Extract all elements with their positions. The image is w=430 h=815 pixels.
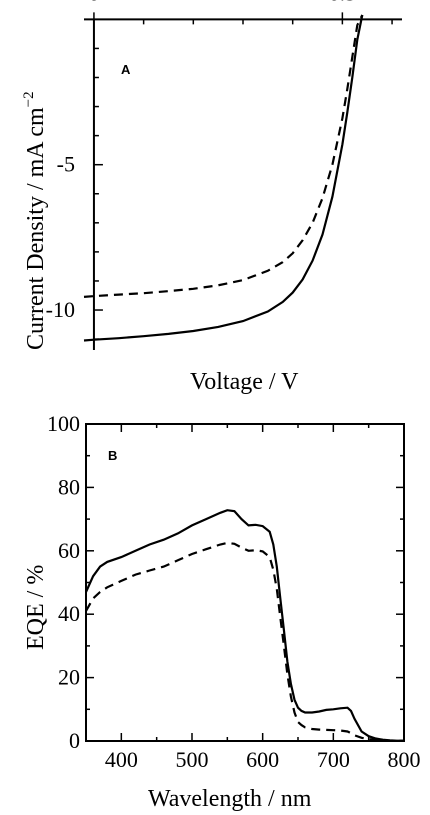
panel-b-y-tick-label-3: 60 xyxy=(58,538,80,563)
panel-b-eqe-spectrum: 400 500 600 700 800 0 20 40 60 80 100 B Wavelength… xyxy=(23,411,421,812)
panel-b-y-tick-label-5: 100 xyxy=(47,411,80,436)
panel-b-series-line-dashed xyxy=(85,541,404,742)
panel-a-y-axis-title-main: Current Density / mA cm xyxy=(23,107,49,350)
panel-b-x-tick-label-1: 500 xyxy=(176,747,209,772)
panel-b-y-tick-label-1: 20 xyxy=(58,665,80,690)
panel-b-ticks: 400 500 600 700 800 0 20 40 60 80 100 xyxy=(47,411,421,772)
panel-a-series xyxy=(83,14,364,342)
panel-a-iv-curve: 0 0.5 -5 -10 A Voltage / V Current Density … xyxy=(21,0,402,395)
panel-b-x-tick-label-2: 600 xyxy=(246,747,279,772)
panel-b-y-axis-title: EQE / % xyxy=(23,565,49,650)
panel-a-series-line-dashed xyxy=(83,14,364,298)
panel-a-label: A xyxy=(121,62,131,77)
panel-b-y-tick-label-2: 40 xyxy=(58,601,80,626)
panel-a-ticks: 0 0.5 -5 -10 xyxy=(46,0,393,340)
panel-b-x-axis-title: Wavelength / nm xyxy=(148,786,312,812)
panel-b-x-tick-label-4: 800 xyxy=(388,747,421,772)
panel-b-plot-frame xyxy=(85,423,405,742)
panel-b-x-tick-label-3: 700 xyxy=(317,747,350,772)
panel-b-y-tick-label-4: 80 xyxy=(58,474,80,499)
panel-a-x-tick-label-1: 0.5 xyxy=(329,0,357,5)
panel-b-y-tick-label-0: 0 xyxy=(69,728,80,753)
panel-b-series-line-solid xyxy=(84,509,404,742)
panel-a-y-tick-label-1: -10 xyxy=(46,297,75,322)
panel-a-y-axis-title: Current Density / mA cm−2 xyxy=(21,91,49,350)
panel-b-label: B xyxy=(108,448,117,463)
panel-b-x-tick-label-0: 400 xyxy=(105,747,138,772)
panel-a-x-tick-label-0: 0 xyxy=(88,0,99,5)
panel-a-series-line-solid xyxy=(83,14,364,342)
panel-b-series xyxy=(84,509,404,742)
panel-a-y-axis-title-superscript: −2 xyxy=(21,91,37,107)
panel-a-y-tick-label-0: -5 xyxy=(57,152,75,177)
panel-a-x-axis-title: Voltage / V xyxy=(190,369,299,395)
